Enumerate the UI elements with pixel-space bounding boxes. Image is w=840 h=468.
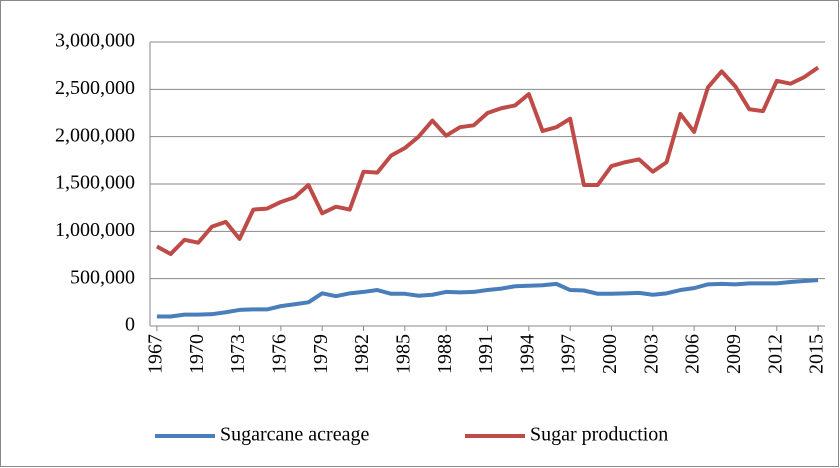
- x-tick-label: 1973: [227, 334, 249, 374]
- x-tick-label: 2009: [723, 334, 745, 374]
- x-tick-label: 2015: [806, 334, 828, 374]
- x-tick-label: 2003: [640, 334, 662, 374]
- legend-label: Sugar production: [530, 424, 668, 446]
- x-tick-label: 1997: [558, 334, 580, 374]
- y-tick-label: 3,000,000: [55, 30, 135, 52]
- x-tick-label: 1985: [392, 334, 414, 374]
- x-tick-label: 1979: [310, 334, 332, 374]
- x-tick-label: 1988: [434, 334, 456, 374]
- x-tick-label: 1967: [144, 334, 166, 374]
- y-tick-label: 2,000,000: [55, 124, 135, 146]
- x-tick-label: 2000: [599, 334, 621, 374]
- y-tick-label: 2,500,000: [55, 77, 135, 99]
- y-tick-label: 1,000,000: [55, 219, 135, 241]
- data-line: [156, 278, 819, 319]
- x-tick-label: 1994: [516, 334, 538, 374]
- x-tick-label: 1970: [186, 334, 208, 374]
- legend-label: Sugarcane acreage: [220, 424, 369, 446]
- y-tick-label: 0: [125, 314, 135, 336]
- x-tick-label: 2006: [682, 334, 704, 374]
- data-line: [155, 65, 820, 257]
- y-tick-label: 1,500,000: [55, 172, 135, 194]
- x-tick-label: 1991: [475, 334, 497, 374]
- x-tick-label: 2012: [764, 334, 786, 374]
- x-tick-label: 1976: [268, 334, 290, 374]
- x-tick-label: 1982: [351, 334, 373, 374]
- y-tick-label: 500,000: [70, 266, 135, 288]
